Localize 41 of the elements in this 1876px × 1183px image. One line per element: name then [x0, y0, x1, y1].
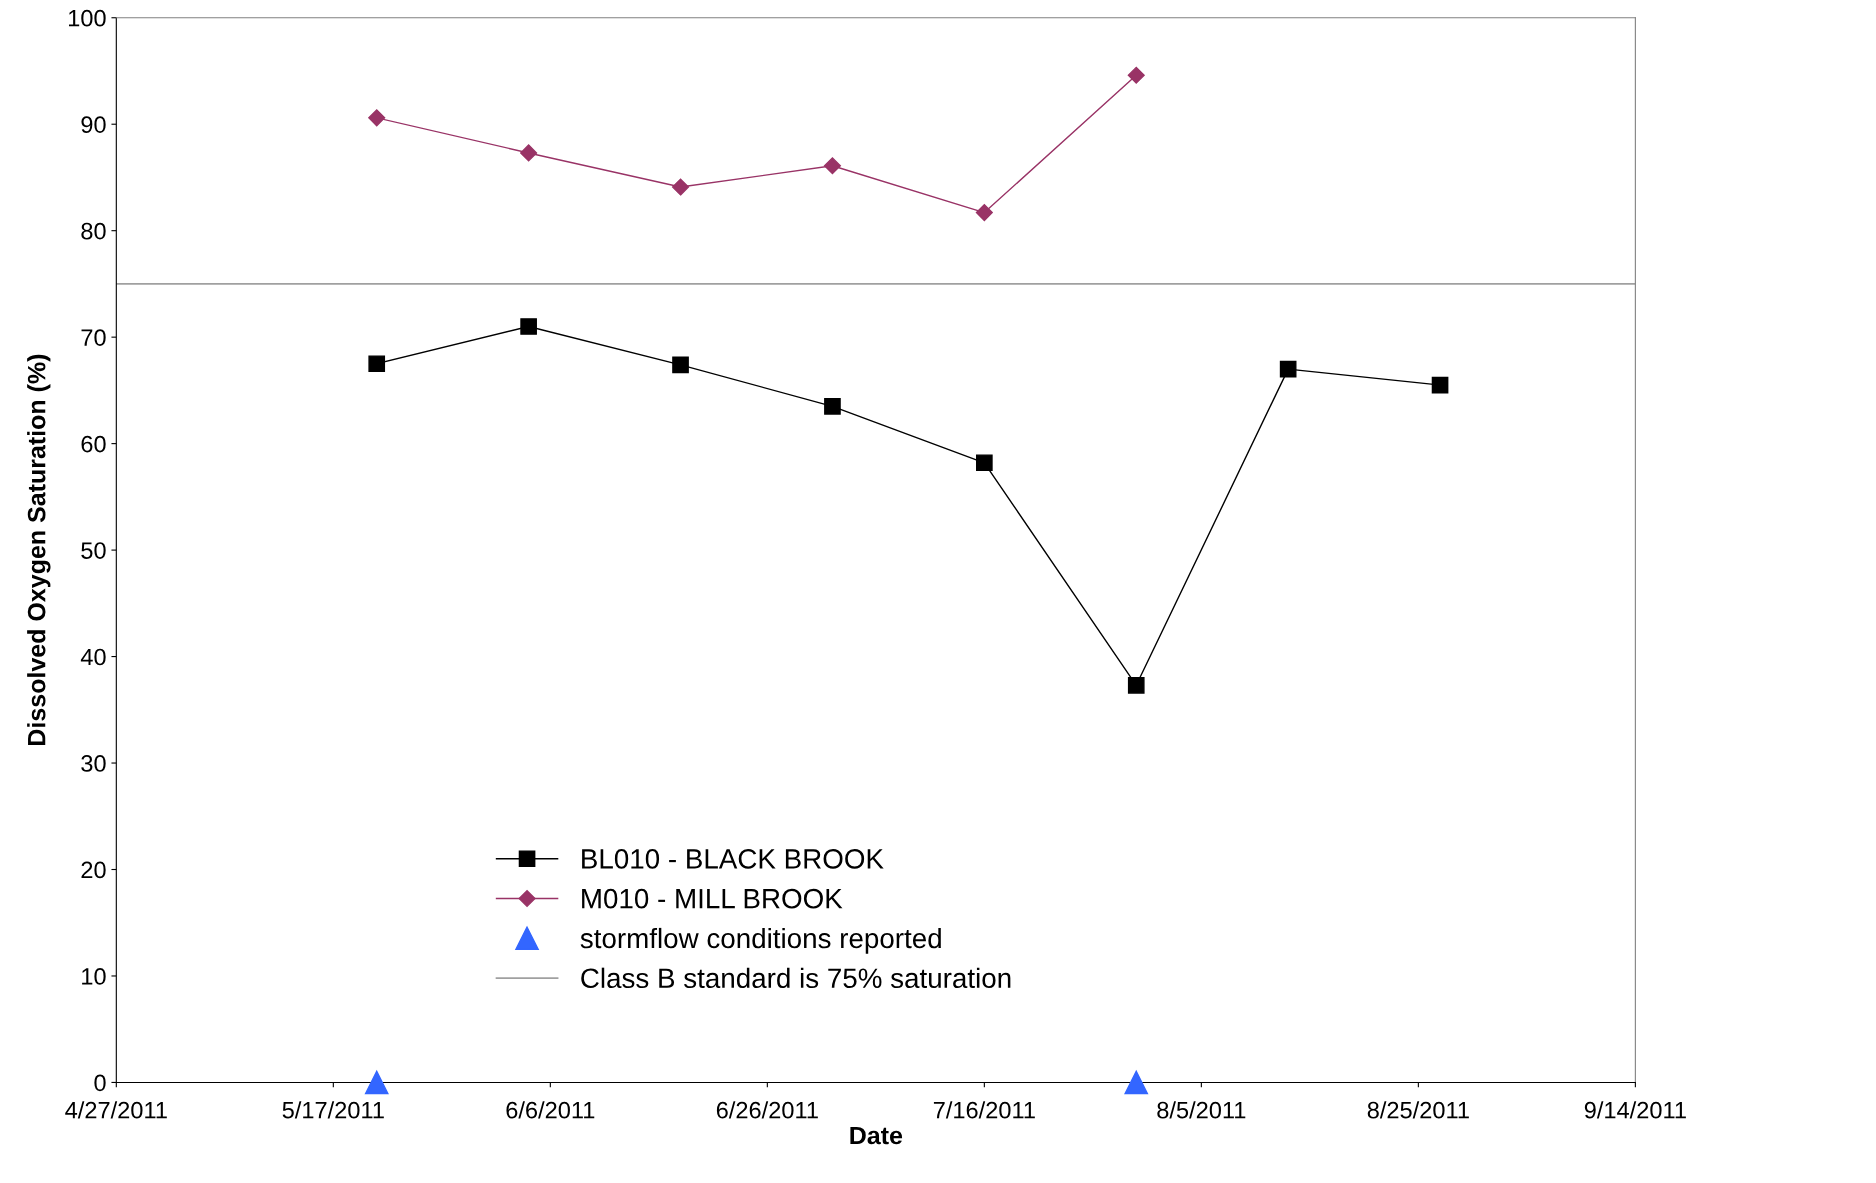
- legend-label: M010 - MILL BROOK: [582, 888, 843, 909]
- y-tick-label: 30: [81, 755, 106, 772]
- legend-label: stormflow conditions reported: [580, 927, 941, 954]
- point: [976, 454, 993, 472]
- point: [824, 398, 841, 415]
- y-axis-title: Dissolved Oxygen Saturation (%): [27, 354, 51, 745]
- y-tick-label: 70: [81, 329, 106, 346]
- x-tick-label: 7/16/2011: [933, 1101, 1035, 1119]
- point: [672, 356, 689, 374]
- x-tick-label: 6/26/2011: [716, 1101, 818, 1119]
- y-tick-label: 40: [80, 648, 106, 666]
- y-tick-label: 20: [81, 861, 106, 879]
- y-tick-label: 0: [94, 1074, 106, 1092]
- y-tick-label: 100: [69, 9, 106, 27]
- x-tick-label: 4/27/2011: [65, 1101, 167, 1119]
- point: [520, 318, 537, 335]
- point: [1279, 360, 1297, 378]
- point: [1127, 676, 1145, 694]
- point: [364, 1070, 389, 1095]
- y-tick-label: 60: [81, 435, 106, 453]
- y-tick-label: 50: [81, 542, 106, 559]
- y-tick-label: 90: [81, 116, 106, 133]
- point: [368, 355, 386, 373]
- x-tick-label: 8/25/2011: [1367, 1101, 1469, 1119]
- legend-label: Class B standard is 75% saturation: [581, 967, 1011, 989]
- point: [520, 144, 538, 162]
- x-tick-label: 5/17/2011: [282, 1101, 384, 1119]
- point: [1124, 1070, 1149, 1095]
- y-tick-label: 10: [82, 968, 106, 985]
- y-tick-label: 80: [81, 222, 106, 240]
- point: [1127, 66, 1145, 84]
- x-tick-label: 9/14/2011: [1584, 1101, 1686, 1119]
- x-tick-label: 8/5/2011: [1157, 1101, 1246, 1119]
- point: [1431, 376, 1449, 394]
- point: [368, 109, 386, 127]
- point: [975, 204, 993, 222]
- x-tick-label: 6/6/2011: [506, 1101, 595, 1119]
- point: [823, 157, 841, 175]
- x-axis-title: Date: [850, 1126, 903, 1145]
- point: [671, 178, 690, 196]
- legend-label: BL010 - BLACK BROOK: [582, 849, 884, 869]
